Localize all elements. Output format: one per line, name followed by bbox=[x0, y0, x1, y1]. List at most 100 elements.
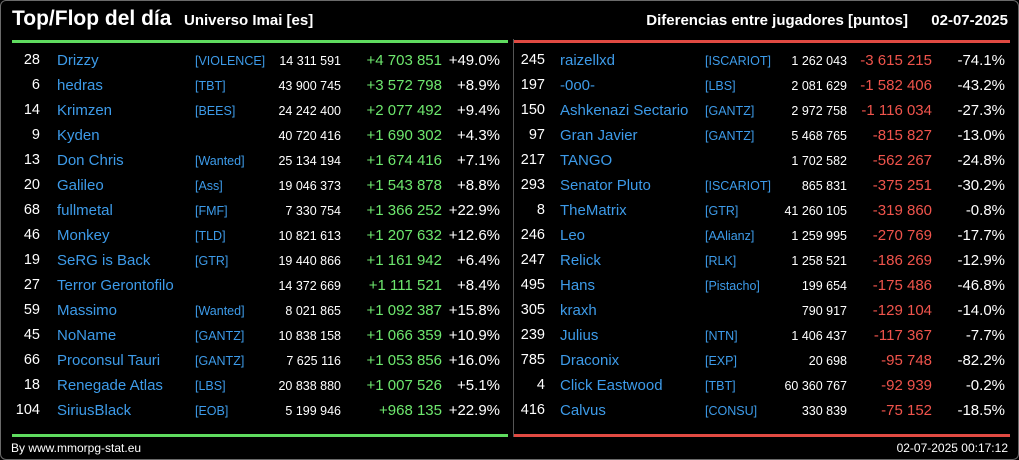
points-cell: 8 021 865 bbox=[285, 304, 341, 318]
alliance-tag-link[interactable]: [GANTZ] bbox=[705, 129, 755, 143]
player-name-link[interactable]: fullmetal bbox=[57, 202, 113, 219]
player-name-link[interactable]: Julius bbox=[560, 327, 599, 344]
player-name-link[interactable]: Relick bbox=[560, 252, 601, 269]
alliance-tag-link[interactable]: [Ass] bbox=[195, 179, 223, 193]
difference-cell: +2 077 492 bbox=[366, 102, 443, 119]
player-name-link[interactable]: Massimo bbox=[57, 302, 118, 319]
percent-cell: -82.2% bbox=[957, 352, 1005, 369]
flop-row: 217 TANGO 1 702 582 -562 267 -24.8% bbox=[514, 148, 1010, 173]
percent-cell: -17.7% bbox=[957, 227, 1005, 244]
percent-cell: -27.3% bbox=[957, 102, 1005, 119]
rank-cell: 293 bbox=[520, 177, 545, 193]
flop-row: 4 Click Eastwood [TBT] 60 360 767 -92 939 -0.… bbox=[514, 373, 1010, 398]
player-name-link[interactable]: SiriusBlack bbox=[57, 402, 132, 419]
player-name-link[interactable]: TheMatrix bbox=[560, 202, 627, 219]
flop-row: 97 Gran Javier [GANTZ] 5 468 765 -815 827 -13… bbox=[514, 123, 1010, 148]
player-name-link[interactable]: Calvus bbox=[560, 402, 606, 419]
alliance-tag-link[interactable]: [LBS] bbox=[195, 379, 226, 393]
player-name-link[interactable]: Click Eastwood bbox=[560, 377, 663, 394]
alliance-tag-link[interactable]: [GANTZ] bbox=[705, 104, 755, 118]
alliance-tag-link[interactable]: [FMF] bbox=[195, 204, 228, 218]
difference-cell: -1 116 034 bbox=[861, 102, 932, 119]
top-row: 66 Proconsul Tauri [GANTZ] 7 625 116 +1 053 … bbox=[12, 348, 508, 373]
percent-cell: -7.7% bbox=[965, 327, 1005, 344]
flop-row: 245 raizellxd [ISCARIOT] 1 262 043 -3 615 21… bbox=[514, 48, 1010, 73]
points-cell: 19 046 373 bbox=[278, 179, 341, 193]
alliance-tag-link[interactable]: [BEES] bbox=[195, 104, 236, 118]
alliance-tag-link[interactable]: [VIOLENCE] bbox=[195, 54, 266, 68]
alliance-tag-link[interactable]: [TBT] bbox=[705, 379, 736, 393]
player-name-link[interactable]: Galileo bbox=[57, 177, 104, 194]
alliance-tag-link[interactable]: [RLK] bbox=[705, 254, 737, 268]
alliance-tag-link[interactable]: [EXP] bbox=[705, 354, 737, 368]
player-name-link[interactable]: Senator Pluto bbox=[560, 177, 651, 194]
alliance-tag-link[interactable]: [TBT] bbox=[195, 79, 226, 93]
alliance-tag-link[interactable]: [ISCARIOT] bbox=[705, 54, 771, 68]
player-name-link[interactable]: Proconsul Tauri bbox=[57, 352, 161, 369]
percent-cell: -74.1% bbox=[957, 52, 1005, 69]
player-name-link[interactable]: Kyden bbox=[57, 127, 100, 144]
alliance-tag-link[interactable]: [GTR] bbox=[195, 254, 229, 268]
alliance-tag-link[interactable]: [EOB] bbox=[195, 404, 229, 418]
percent-cell: -13.0% bbox=[957, 127, 1005, 144]
player-name-link[interactable]: Krimzen bbox=[57, 102, 113, 119]
alliance-tag-link[interactable]: [GTR] bbox=[705, 204, 739, 218]
player-name-link[interactable]: SeRG is Back bbox=[57, 252, 151, 269]
top-row: 28 Drizzy [VIOLENCE] 14 311 591 +4 703 851 +4… bbox=[12, 48, 508, 73]
percent-cell: -0.2% bbox=[965, 377, 1005, 394]
alliance-tag-link[interactable]: [GANTZ] bbox=[195, 329, 245, 343]
top-panel: 28 Drizzy [VIOLENCE] 14 311 591 +4 703 851 +4… bbox=[12, 39, 508, 437]
player-name-link[interactable]: raizellxd bbox=[560, 52, 616, 69]
percent-cell: -14.0% bbox=[957, 302, 1005, 319]
player-name-link[interactable]: Monkey bbox=[57, 227, 110, 244]
alliance-tag-link[interactable]: [GANTZ] bbox=[195, 354, 245, 368]
top-row: 20 Galileo [Ass] 19 046 373 +1 543 878 +8.8% bbox=[12, 173, 508, 198]
percent-cell: +4.3% bbox=[457, 127, 500, 144]
alliance-tag-link[interactable]: [ISCARIOT] bbox=[705, 179, 771, 193]
player-name-link[interactable]: Draconix bbox=[560, 352, 620, 369]
rank-cell: 197 bbox=[520, 77, 545, 93]
percent-cell: +8.8% bbox=[457, 177, 500, 194]
player-name-link[interactable]: NoName bbox=[57, 327, 117, 344]
alliance-tag-link[interactable]: [Wanted] bbox=[195, 154, 245, 168]
player-name-link[interactable]: -0o0- bbox=[560, 77, 596, 94]
points-cell: 1 702 582 bbox=[791, 154, 847, 168]
player-name-link[interactable]: TANGO bbox=[560, 152, 613, 169]
top-row: 13 Don Chris [Wanted] 25 134 194 +1 674 416 +… bbox=[12, 148, 508, 173]
alliance-tag-link[interactable]: [CONSU] bbox=[705, 404, 758, 418]
difference-cell: -75 152 bbox=[881, 402, 932, 419]
points-cell: 14 372 669 bbox=[278, 279, 341, 293]
alliance-tag-link[interactable]: [TLD] bbox=[195, 229, 226, 243]
alliance-tag-link[interactable]: [Wanted] bbox=[195, 304, 245, 318]
alliance-tag-link[interactable]: [Pistacho] bbox=[705, 279, 760, 293]
player-name-link[interactable]: Renegade Atlas bbox=[57, 377, 163, 394]
percent-cell: -30.2% bbox=[957, 177, 1005, 194]
player-name-link[interactable]: Ashkenazi Sectario bbox=[560, 102, 689, 119]
player-name-link[interactable]: kraxh bbox=[560, 302, 597, 319]
player-name-link[interactable]: Gran Javier bbox=[560, 127, 638, 144]
rank-cell: 18 bbox=[23, 377, 40, 393]
player-name-link[interactable]: Leo bbox=[560, 227, 586, 244]
points-cell: 20 698 bbox=[808, 354, 847, 368]
difference-cell: +1 366 252 bbox=[366, 202, 443, 219]
points-cell: 1 258 521 bbox=[791, 254, 847, 268]
percent-cell: +7.1% bbox=[457, 152, 500, 169]
alliance-tag-link[interactable]: [LBS] bbox=[705, 79, 736, 93]
player-name-link[interactable]: Hans bbox=[560, 277, 596, 294]
alliance-tag-link[interactable]: [NTN] bbox=[705, 329, 738, 343]
site-credit: By www.mmorpg-stat.eu bbox=[11, 441, 142, 455]
alliance-tag-link[interactable]: [AAlianz] bbox=[705, 229, 755, 243]
player-name-link[interactable]: hedras bbox=[57, 77, 103, 94]
top-row: 18 Renegade Atlas [LBS] 20 838 880 +1 007 52… bbox=[12, 373, 508, 398]
player-name-link[interactable]: Drizzy bbox=[57, 52, 99, 69]
player-name-link[interactable]: Terror Gerontofilo bbox=[57, 277, 174, 294]
top-row: 27 Terror Gerontofilo 14 372 669 +1 111 521… bbox=[12, 273, 508, 298]
difference-cell: -319 860 bbox=[872, 202, 932, 219]
percent-cell: +8.4% bbox=[457, 277, 500, 294]
player-name-link[interactable]: Don Chris bbox=[57, 152, 124, 169]
percent-cell: -46.8% bbox=[957, 277, 1005, 294]
flop-row: 495 Hans [Pistacho] 199 654 -175 486 -46.8% bbox=[514, 273, 1010, 298]
update-timestamp: 02-07-2025 00:17:12 bbox=[896, 441, 1008, 455]
rank-cell: 785 bbox=[520, 352, 545, 368]
